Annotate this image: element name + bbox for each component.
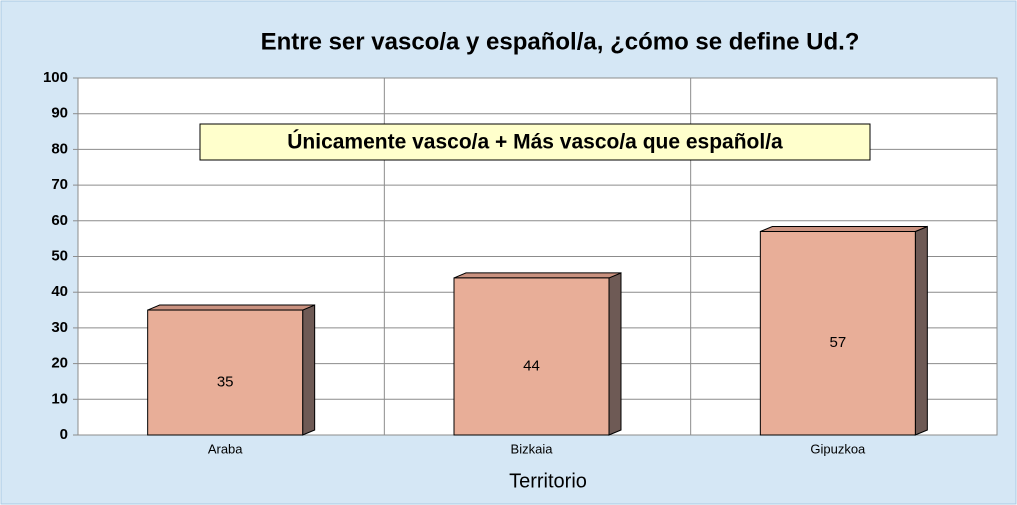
bar xyxy=(147,309,304,436)
x-tick-label: Gipuzkoa xyxy=(810,441,866,456)
data-label: 57 xyxy=(829,334,846,351)
y-tick-label: 0 xyxy=(60,426,68,443)
x-axis-label: Territorio xyxy=(509,470,587,492)
bar-top xyxy=(147,304,315,311)
x-tick-label: Bizkaia xyxy=(511,441,554,456)
bar-top xyxy=(760,226,928,233)
y-tick-label: 60 xyxy=(51,212,68,229)
bar-side xyxy=(914,225,928,436)
annotation-box xyxy=(199,123,871,161)
bar-top xyxy=(453,272,622,279)
y-tick-label: 90 xyxy=(51,105,68,122)
y-tick-label: 70 xyxy=(51,176,68,193)
annotation: Únicamente vasco/a + Más vasco/a que esp… xyxy=(287,130,783,154)
y-tick-label: 100 xyxy=(43,69,68,86)
chart-title: Entre ser vasco/a y español/a, ¿cómo se … xyxy=(261,28,860,55)
bar-side xyxy=(302,304,316,436)
y-tick-label: 80 xyxy=(51,140,68,157)
y-tick-label: 50 xyxy=(51,247,68,264)
y-tick-label: 10 xyxy=(51,390,68,407)
y-tick-label: 30 xyxy=(51,319,68,336)
bar xyxy=(759,231,916,436)
y-tick-label: 40 xyxy=(51,283,68,300)
x-tick-label: Araba xyxy=(208,441,243,456)
bar xyxy=(453,277,610,436)
y-tick-label: 20 xyxy=(51,355,68,372)
data-label: 44 xyxy=(523,357,540,374)
bar-side xyxy=(608,272,622,436)
data-label: 35 xyxy=(217,373,234,390)
